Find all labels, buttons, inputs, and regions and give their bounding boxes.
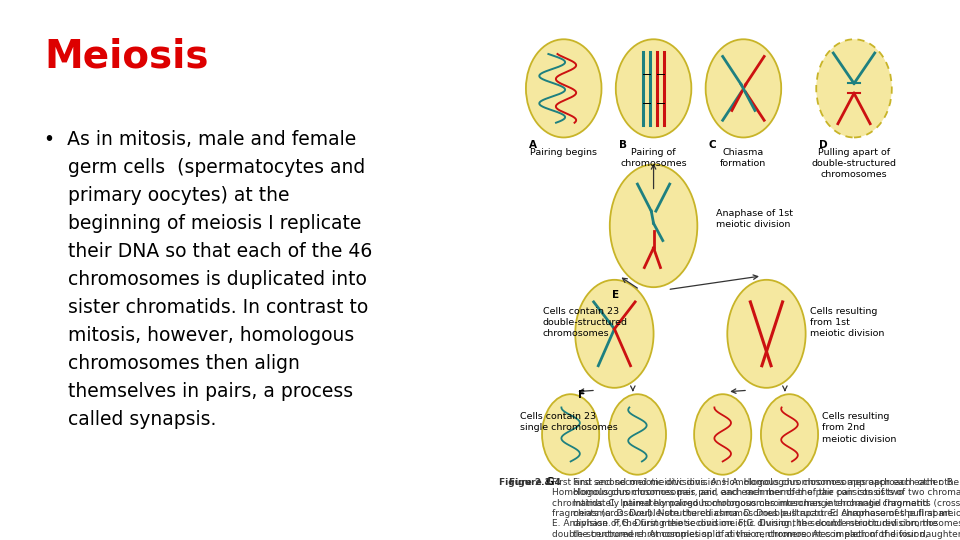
Ellipse shape xyxy=(615,39,691,138)
Ellipse shape xyxy=(610,165,697,287)
Text: F: F xyxy=(578,390,585,400)
Ellipse shape xyxy=(728,280,805,388)
Text: Anaphase of 1st
meiotic division: Anaphase of 1st meiotic division xyxy=(716,208,793,229)
Ellipse shape xyxy=(542,394,599,475)
Text: Figure 2.4: Figure 2.4 xyxy=(509,478,564,487)
Text: Cells contain 23
single chromosomes: Cells contain 23 single chromosomes xyxy=(520,413,617,433)
Ellipse shape xyxy=(706,39,781,138)
Text: Cells contain 23
double-structured
chromosomes: Cells contain 23 double-structured chrom… xyxy=(543,307,628,338)
Text: G: G xyxy=(545,477,554,487)
Text: C: C xyxy=(708,140,716,150)
Ellipse shape xyxy=(609,394,666,475)
Text: Cells resulting
from 1st
meiotic division: Cells resulting from 1st meiotic divisio… xyxy=(810,307,884,338)
Text: B: B xyxy=(619,140,627,150)
Text: Pairing begins: Pairing begins xyxy=(530,148,597,157)
Text: First and second meiotic divisions. A. Homologous chromosomes approach each othe: First and second meiotic divisions. A. H… xyxy=(573,478,960,540)
Ellipse shape xyxy=(694,394,752,475)
Text: D: D xyxy=(820,140,828,150)
Text: First and second meiotic divisions. A. Homologous chromosomes approach each othe: First and second meiotic divisions. A. H… xyxy=(552,478,956,540)
Ellipse shape xyxy=(526,39,602,138)
Ellipse shape xyxy=(575,280,654,388)
Ellipse shape xyxy=(761,394,818,475)
Text: Figure 2.4: Figure 2.4 xyxy=(499,478,554,487)
Text: A: A xyxy=(529,140,538,150)
Text: Pairing of
chromosomes: Pairing of chromosomes xyxy=(620,148,687,168)
Text: Pulling apart of
double-structured
chromosomes: Pulling apart of double-structured chrom… xyxy=(811,148,897,179)
Text: Cells resulting
from 2nd
meiotic division: Cells resulting from 2nd meiotic divisio… xyxy=(822,413,896,443)
Text: E: E xyxy=(612,289,619,300)
Ellipse shape xyxy=(816,39,892,138)
Text: Chiasma
formation: Chiasma formation xyxy=(720,148,766,168)
Text: •  As in mitosis, male and female
    germ cells  (spermatocytes and
    primary: • As in mitosis, male and female germ ce… xyxy=(44,130,372,429)
Text: Meiosis: Meiosis xyxy=(44,38,208,76)
